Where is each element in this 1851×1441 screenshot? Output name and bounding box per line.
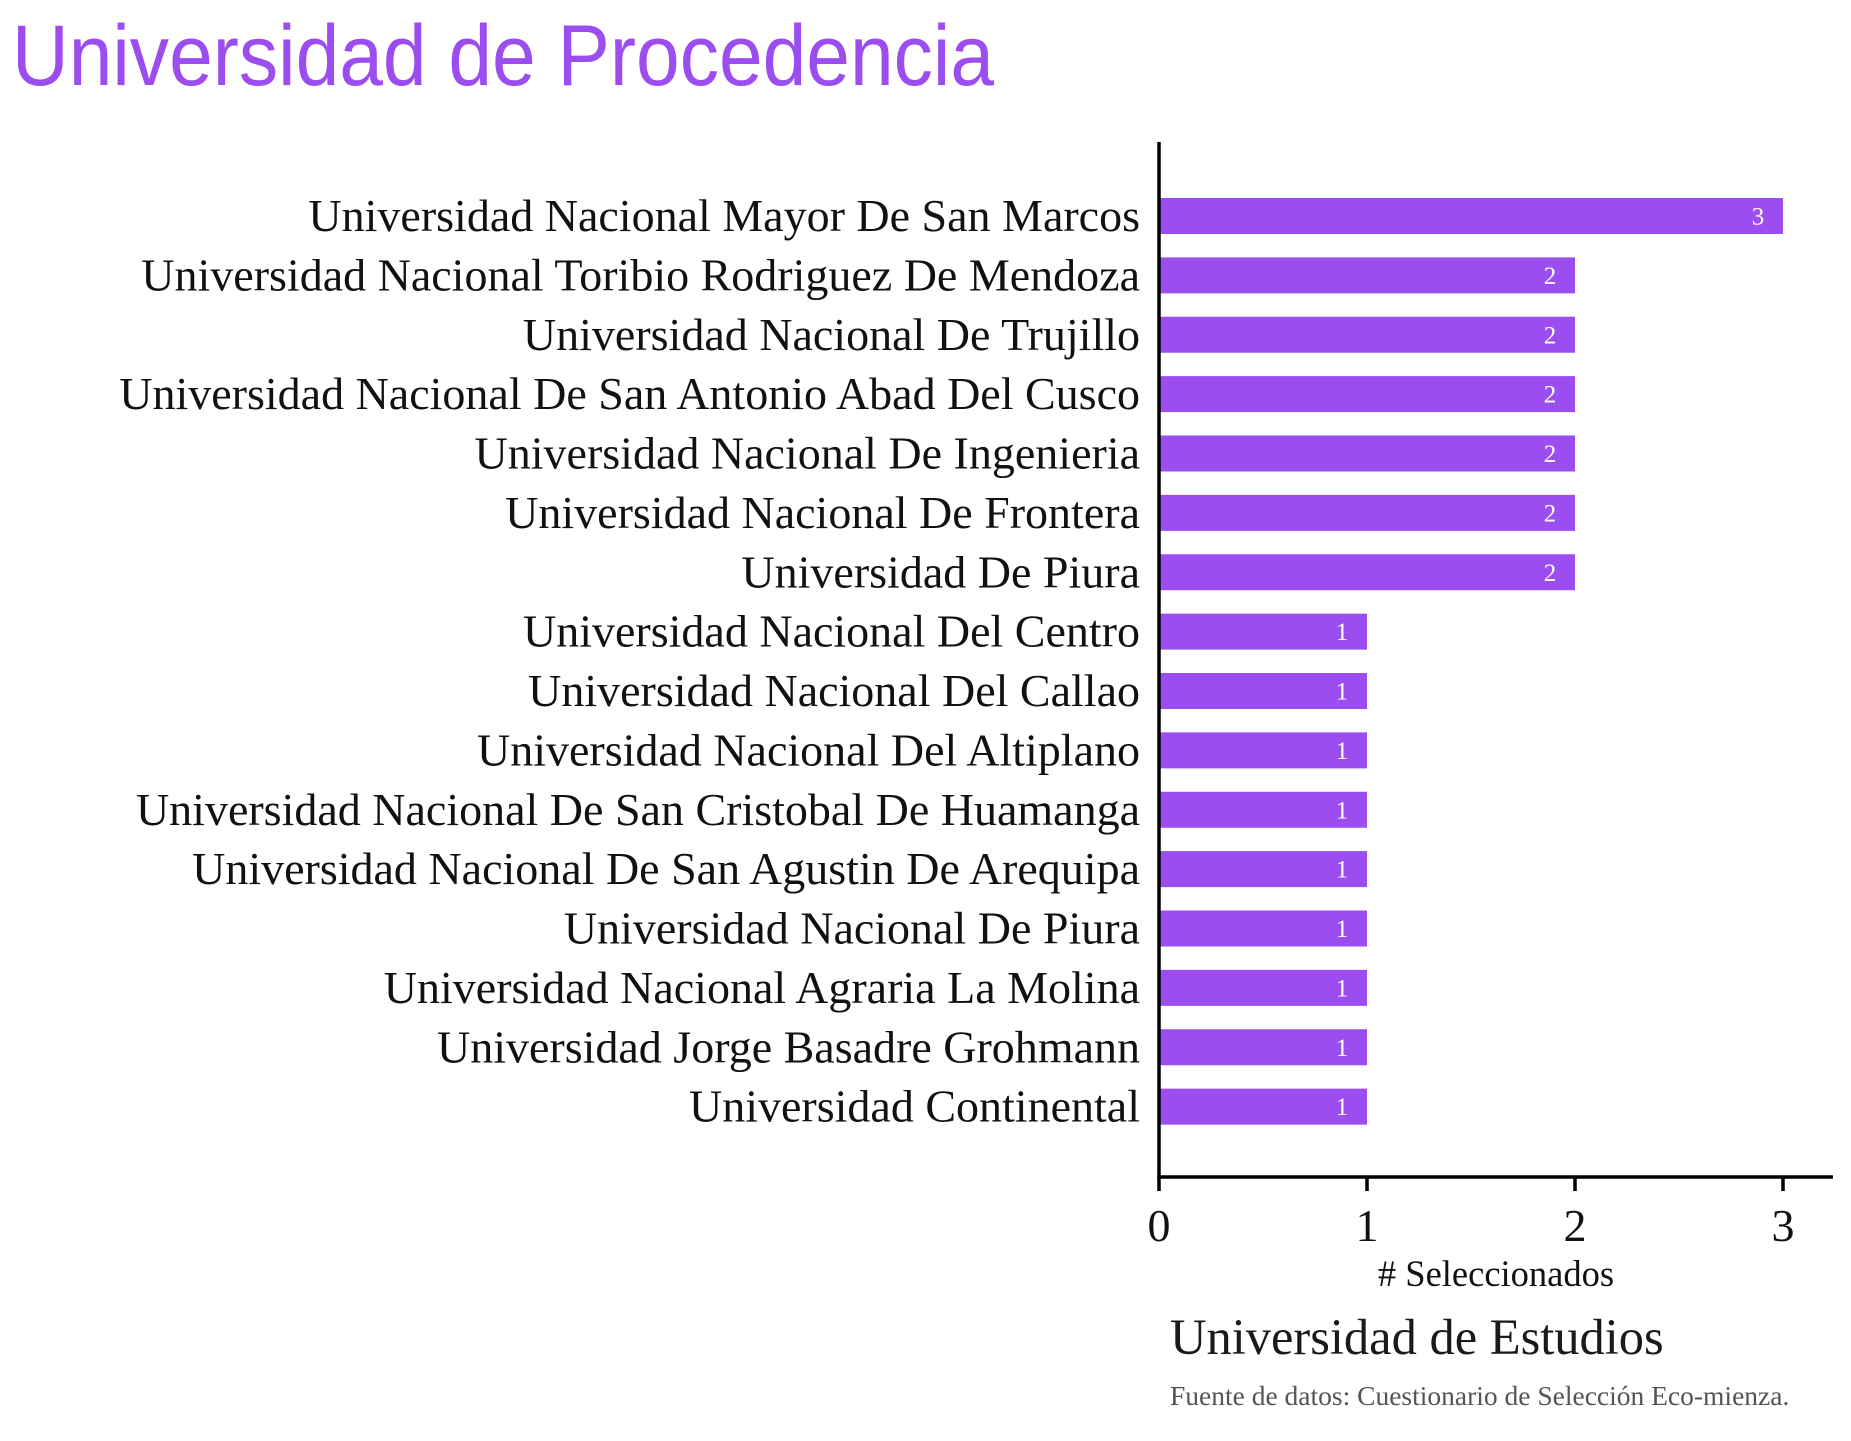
bar <box>1159 494 1575 531</box>
bar <box>1159 791 1367 828</box>
data-label: 1 <box>1336 975 1349 1002</box>
x-axis-title: # Seleccionados <box>1378 1253 1614 1294</box>
data-label: 2 <box>1544 322 1557 349</box>
data-label: 1 <box>1336 1094 1349 1121</box>
bar <box>1159 316 1575 353</box>
data-label: 2 <box>1544 441 1557 468</box>
data-label: 1 <box>1336 916 1349 943</box>
x-axis-tick-labels: 0 1 2 3 <box>1148 1200 1795 1251</box>
data-label: 2 <box>1544 500 1557 527</box>
data-label: 1 <box>1336 738 1349 765</box>
data-labels: 3 2 2 2 2 2 2 1 1 1 1 1 1 1 1 1 <box>1336 204 1765 1122</box>
category-label: Universidad Nacional Del Centro <box>523 606 1140 657</box>
category-label: Universidad Nacional Del Altiplano <box>477 724 1140 775</box>
category-label: Universidad Nacional De San Agustin De A… <box>192 843 1140 894</box>
category-label: Universidad Nacional Del Callao <box>528 665 1140 716</box>
category-label: Universidad Nacional De San Cristobal De… <box>136 784 1140 835</box>
bar <box>1159 851 1367 888</box>
data-label: 2 <box>1544 263 1557 290</box>
category-label: Universidad Nacional Toribio Rodriguez D… <box>141 249 1140 300</box>
data-label: 1 <box>1336 619 1349 646</box>
category-label: Universidad Continental <box>689 1081 1140 1132</box>
x-axis-ticks <box>1157 1177 1785 1191</box>
bar <box>1159 673 1367 709</box>
bar <box>1159 969 1367 1006</box>
category-label: Universidad Nacional Mayor De San Marcos <box>308 190 1140 241</box>
data-label: 1 <box>1336 797 1349 824</box>
chart-title: Universidad de Procedencia <box>12 8 994 104</box>
data-label: 1 <box>1336 857 1349 884</box>
x-tick-label: 3 <box>1772 1200 1795 1251</box>
data-label: 2 <box>1544 382 1557 409</box>
x-tick-label: 0 <box>1148 1200 1171 1251</box>
data-label: 3 <box>1752 204 1765 231</box>
category-labels: Universidad Nacional Mayor De San Marcos… <box>119 190 1140 1132</box>
caption-heading: Universidad de Estudios <box>1170 1309 1664 1365</box>
x-tick-label: 1 <box>1356 1200 1379 1251</box>
category-label: Universidad Nacional De Ingenieria <box>475 428 1140 479</box>
category-label: Universidad Nacional De San Antonio Abad… <box>119 368 1140 419</box>
category-label: Universidad De Piura <box>741 546 1140 597</box>
source-note: Fuente de datos: Cuestionario de Selecci… <box>1170 1380 1789 1411</box>
bar <box>1159 732 1367 769</box>
category-label: Universidad Nacional Agraria La Molina <box>384 962 1140 1013</box>
bar <box>1159 910 1367 947</box>
data-label: 1 <box>1336 1035 1349 1062</box>
category-label: Universidad Nacional De Piura <box>564 903 1140 954</box>
bar <box>1159 198 1783 234</box>
category-label: Universidad Nacional De Trujillo <box>523 309 1140 360</box>
bars <box>1159 198 1783 1125</box>
bar <box>1159 257 1575 294</box>
data-label: 1 <box>1336 679 1349 706</box>
bar <box>1159 435 1575 472</box>
bar <box>1159 554 1575 591</box>
bar <box>1159 613 1367 650</box>
bar <box>1159 376 1575 413</box>
data-label: 2 <box>1544 560 1557 587</box>
category-label: Universidad Nacional De Frontera <box>505 487 1140 538</box>
category-label: Universidad Jorge Basadre Grohmann <box>437 1021 1140 1072</box>
bar <box>1159 1088 1367 1125</box>
bar <box>1159 1029 1367 1066</box>
x-tick-label: 2 <box>1564 1200 1587 1251</box>
plot-area: 3 2 2 2 2 2 2 1 1 1 1 1 1 1 1 1 Universidad Nacional Ma… <box>119 142 1833 1294</box>
